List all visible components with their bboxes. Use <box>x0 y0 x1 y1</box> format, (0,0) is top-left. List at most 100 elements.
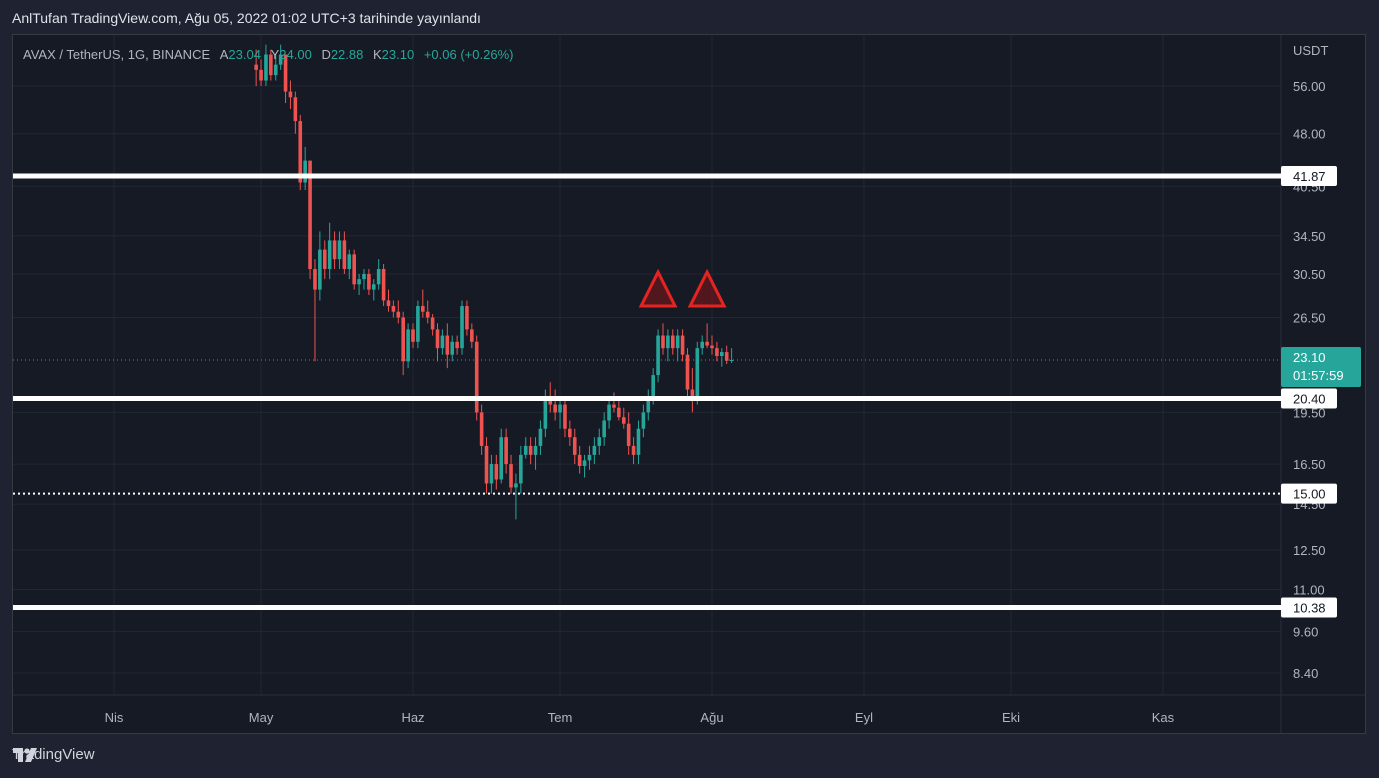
x-tick-label: Kas <box>1152 710 1175 725</box>
symbol-legend: AVAX / TetherUS, 1G, BINANCE A23.04 Y24.… <box>23 47 513 62</box>
x-tick-label: Eyl <box>855 710 873 725</box>
x-tick-label: Haz <box>401 710 424 725</box>
candle-body <box>332 240 337 260</box>
candle-body <box>636 428 641 455</box>
x-tick-label: Tem <box>548 710 573 725</box>
level-price-badge <box>1281 597 1337 618</box>
candle-body <box>303 160 307 183</box>
level-price-label: 20.40 <box>1293 391 1326 406</box>
candle-body <box>337 240 342 260</box>
candle-body <box>440 335 445 349</box>
candle-body <box>278 54 283 65</box>
candle-body <box>283 54 288 92</box>
candle-body <box>254 64 258 70</box>
candle-body <box>661 335 665 349</box>
candle-body <box>651 375 655 397</box>
candle-body <box>450 341 455 355</box>
candlestick-chart[interactable]: USDT56.0048.0040.5034.5030.5026.5019.501… <box>13 35 1366 734</box>
candle-body <box>362 274 366 280</box>
candle-body <box>519 454 523 484</box>
level-price-label: 15.00 <box>1293 487 1326 502</box>
candle-body <box>705 341 709 346</box>
candle-body <box>543 396 548 429</box>
candle-body <box>720 352 724 357</box>
candle-body <box>568 428 572 438</box>
candle-body <box>465 306 469 330</box>
candle-body <box>558 404 562 413</box>
candle-body <box>685 354 690 390</box>
candle-body <box>416 306 420 342</box>
candle-body <box>386 300 391 307</box>
candle-body <box>430 317 435 330</box>
chart-frame[interactable]: USDT 56.00 48.00 40.50 34.50 30.50 26.50 19.50 1… <box>12 34 1366 734</box>
candle-body <box>715 348 719 357</box>
legend-low-label: D <box>321 47 331 62</box>
candle-body <box>553 404 557 413</box>
candle-body <box>259 69 263 81</box>
level-price-label: 41.87 <box>1293 169 1326 184</box>
y-tick-label: 56.00 <box>1293 79 1326 94</box>
last-price-countdown: 01:57:59 <box>1293 368 1344 383</box>
candle-body <box>631 445 636 455</box>
candle-body <box>700 341 704 349</box>
published-caption: AnlTufan TradingView.com, Ağu 05, 2022 0… <box>12 10 481 26</box>
candle-body <box>470 329 474 342</box>
candle-body <box>435 329 440 349</box>
candle-body <box>587 454 592 461</box>
candle-body <box>401 317 405 362</box>
candle-body <box>641 412 646 429</box>
candle-body <box>617 407 621 418</box>
candle-body <box>690 389 695 397</box>
candle-body <box>298 121 303 183</box>
candle-body <box>376 268 381 285</box>
y-tick-label: 9.60 <box>1293 625 1318 640</box>
candle-body <box>455 341 459 349</box>
candle-body <box>680 335 685 355</box>
candle-body <box>597 437 602 446</box>
candle-body <box>367 274 371 290</box>
candle-body <box>514 483 518 488</box>
candle-body <box>371 284 376 290</box>
x-tick-label: Ağu <box>700 710 723 725</box>
candle-body <box>533 445 538 455</box>
candle-body <box>322 249 327 269</box>
legend-close-value: 23.10 <box>381 47 415 62</box>
candle-body <box>264 54 268 81</box>
triangle-marker <box>687 268 727 308</box>
candle-body <box>342 240 347 269</box>
candle-body <box>602 420 606 438</box>
candle-body <box>494 464 499 480</box>
candle-body <box>626 423 631 446</box>
candle-body <box>729 359 734 361</box>
x-tick-label: Nis <box>105 710 124 725</box>
candle-body <box>421 306 425 312</box>
y-tick-label: 30.50 <box>1293 267 1326 282</box>
candle-body <box>724 352 729 361</box>
candle-body <box>675 335 680 349</box>
triangle-marker <box>638 268 678 308</box>
candle-body <box>396 311 401 318</box>
y-tick-label: 12.50 <box>1293 543 1326 558</box>
candle-body <box>499 437 504 480</box>
legend-high-label: Y <box>270 47 280 62</box>
last-price-label: 23.10 <box>1293 350 1326 365</box>
candle-body <box>572 437 577 455</box>
tradingview-brand[interactable]: TradingView <box>12 746 95 763</box>
candle-body <box>509 464 513 488</box>
candle-body <box>411 329 415 342</box>
candle-body <box>489 464 494 484</box>
candle-body <box>352 254 356 285</box>
candle-body <box>327 240 332 269</box>
candle-body <box>406 329 410 362</box>
candle-body <box>612 404 616 408</box>
candle-body <box>592 445 597 455</box>
candle-body <box>273 64 278 76</box>
y-tick-label: 26.50 <box>1293 311 1326 326</box>
candle-body <box>656 335 660 376</box>
y-tick-label: 48.00 <box>1293 127 1326 142</box>
candle-body <box>621 417 626 424</box>
candle-body <box>288 91 293 98</box>
candle-body <box>313 268 317 290</box>
candle-body <box>269 54 273 76</box>
candle-body <box>425 311 430 318</box>
